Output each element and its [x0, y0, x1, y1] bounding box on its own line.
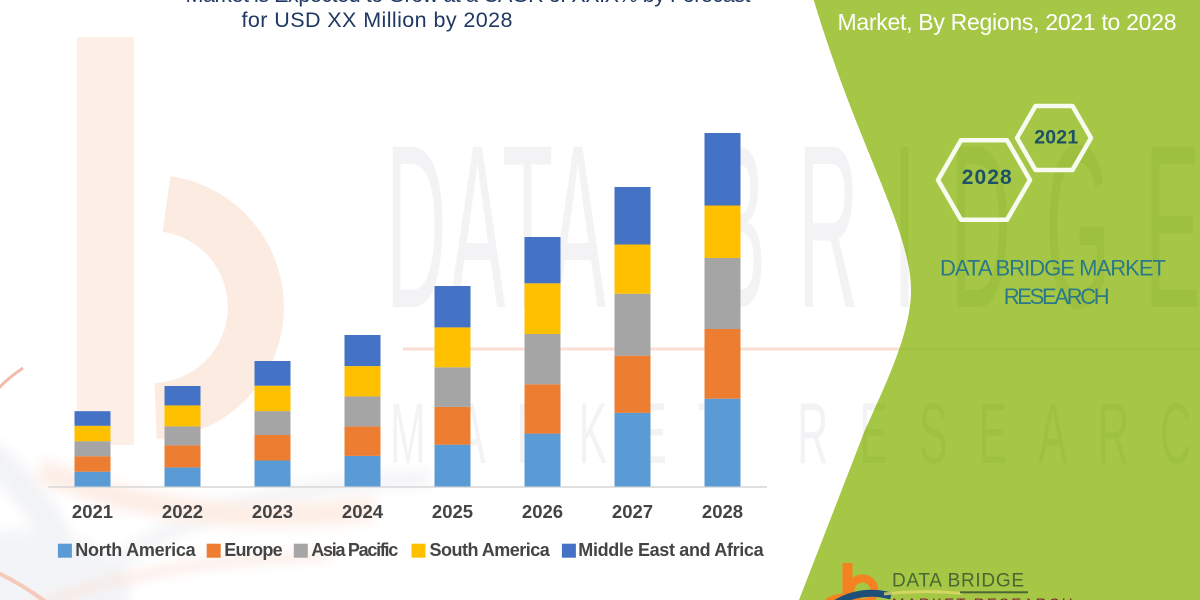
- svg-text:MARKET RESEARCH: MARKET RESEARCH: [892, 596, 1075, 600]
- svg-text:Market is Expected to Grow at: Market is Expected to Grow at a CAGR of …: [186, 0, 751, 7]
- svg-text:2026: 2026: [522, 501, 563, 522]
- svg-text:South America: South America: [430, 540, 551, 560]
- svg-text:Asia Pacific: Asia Pacific: [311, 540, 398, 560]
- svg-text:RESEARCH: RESEARCH: [1004, 284, 1110, 309]
- svg-text:DATA BRIDGE: DATA BRIDGE: [892, 571, 1024, 592]
- svg-text:2021: 2021: [72, 501, 113, 522]
- svg-text:2023: 2023: [252, 501, 293, 522]
- svg-text:North America: North America: [75, 540, 196, 560]
- svg-text:DATA: DATA: [386, 97, 609, 358]
- svg-text:2024: 2024: [342, 501, 384, 522]
- svg-text:2027: 2027: [612, 501, 653, 522]
- svg-text:2028: 2028: [702, 501, 743, 522]
- svg-text:Europe: Europe: [224, 540, 283, 560]
- svg-text:DATA BRIDGE MARKET: DATA BRIDGE MARKET: [940, 255, 1166, 280]
- svg-text:2022: 2022: [162, 501, 203, 522]
- svg-text:2021: 2021: [1034, 126, 1078, 148]
- svg-text:2025: 2025: [432, 501, 473, 522]
- svg-text:2028: 2028: [962, 166, 1012, 189]
- svg-text:Market, By Regions, 2021 to 20: Market, By Regions, 2021 to 2028: [838, 9, 1177, 35]
- svg-text:Middle East and Africa: Middle East and Africa: [578, 540, 764, 560]
- svg-text:for USD XX Million by 2028: for USD XX Million by 2028: [242, 8, 513, 32]
